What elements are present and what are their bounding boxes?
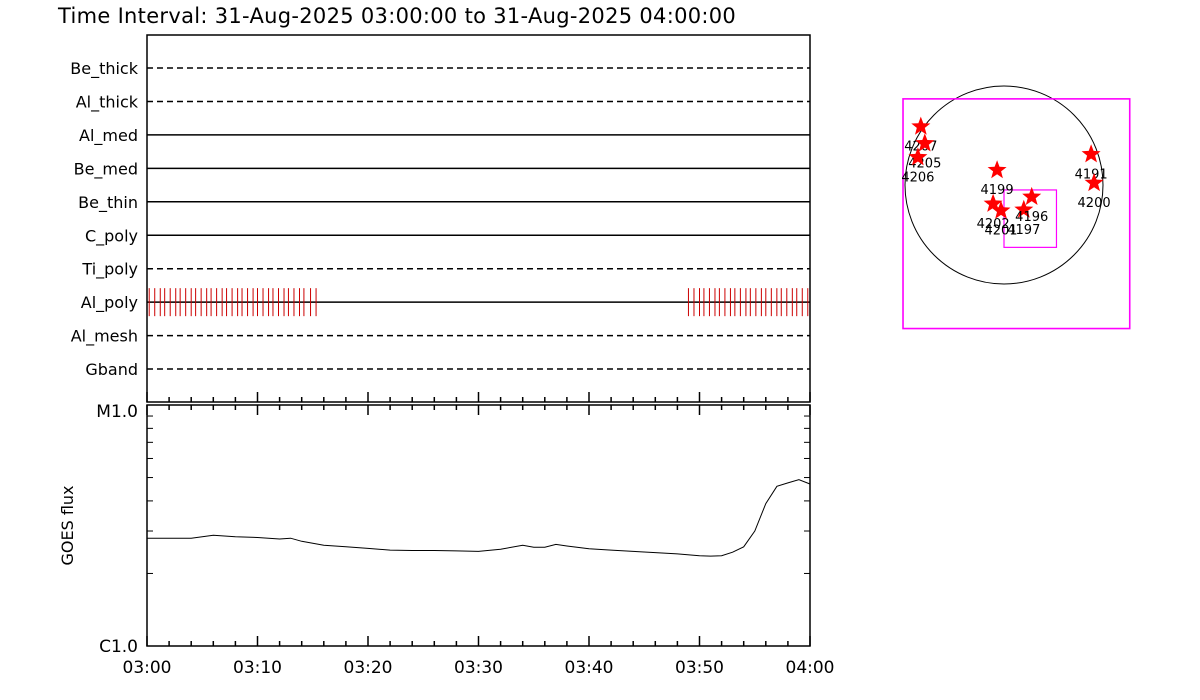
x-tick-label: 03:40: [565, 658, 614, 678]
chart-title: Time Interval: 31-Aug-2025 03:00:00 to 3…: [57, 4, 736, 28]
filter-timeline-panel: Be_thick Al_thick Al_med Be_med Be_thin C_pol…: [70, 34, 811, 403]
x-tick-label: 04:00: [786, 658, 835, 678]
region-star-marker: [911, 116, 931, 135]
region-label: 4191: [1075, 167, 1108, 182]
filter-label-al-thick: Al_thick: [76, 92, 139, 112]
timeline-frame: [146, 34, 811, 403]
filter-label-c-poly: C_poly: [85, 226, 138, 246]
filter-label-be-thick: Be_thick: [70, 59, 138, 79]
filter-label-ti-poly: Ti_poly: [81, 260, 138, 280]
region-star-marker: [1014, 199, 1034, 218]
region-star-marker: [987, 160, 1007, 179]
region-label: 4201: [984, 224, 1017, 239]
solar-disk-map: 4207420542064199420242014197419641914200: [901, 85, 1131, 330]
filter-label-gband: Gband: [85, 360, 138, 379]
region-label: 4199: [981, 183, 1014, 198]
region-label: 4206: [901, 170, 934, 185]
region-label: 4200: [1078, 196, 1111, 211]
filter-label-be-med: Be_med: [74, 159, 138, 179]
solar-limb: [904, 85, 1104, 285]
goes-flux-panel: M1.0 C1.0 GOES flux 03:00 03:10 03:20 03:30 03:…: [58, 402, 835, 678]
x-tick-label: 03:20: [344, 658, 393, 678]
fov-inner-box: [1003, 189, 1058, 248]
x-tick-label: 03:10: [233, 658, 282, 678]
region-star-marker: [908, 147, 928, 166]
filter-label-al-mesh: Al_mesh: [71, 327, 138, 347]
filter-label-al-poly: Al_poly: [81, 293, 138, 313]
goes-frame: [146, 404, 811, 647]
region-star-marker: [1084, 173, 1104, 192]
x-tick-label: 03:00: [123, 658, 172, 678]
filter-label-al-med: Al_med: [79, 126, 138, 146]
x-tick-label: 03:30: [454, 658, 503, 678]
region-star-marker: [915, 133, 935, 152]
region-star-marker: [983, 193, 1003, 212]
region-star-marker: [1081, 144, 1101, 163]
fov-outer-box: [902, 98, 1131, 330]
y-tick-label-top: M1.0: [96, 402, 138, 422]
region-label: 4202: [977, 217, 1010, 232]
region-star-marker: [1022, 186, 1042, 205]
y-axis-label: GOES flux: [58, 485, 77, 565]
region-star-marker: [991, 200, 1011, 219]
region-label: 4197: [1007, 223, 1040, 238]
region-label: 4196: [1015, 210, 1048, 225]
x-tick-label: 03:50: [675, 658, 724, 678]
filter-label-be-thin: Be_thin: [78, 193, 138, 213]
y-tick-label-bottom: C1.0: [99, 637, 138, 657]
goes-flux-line: [147, 479, 811, 557]
